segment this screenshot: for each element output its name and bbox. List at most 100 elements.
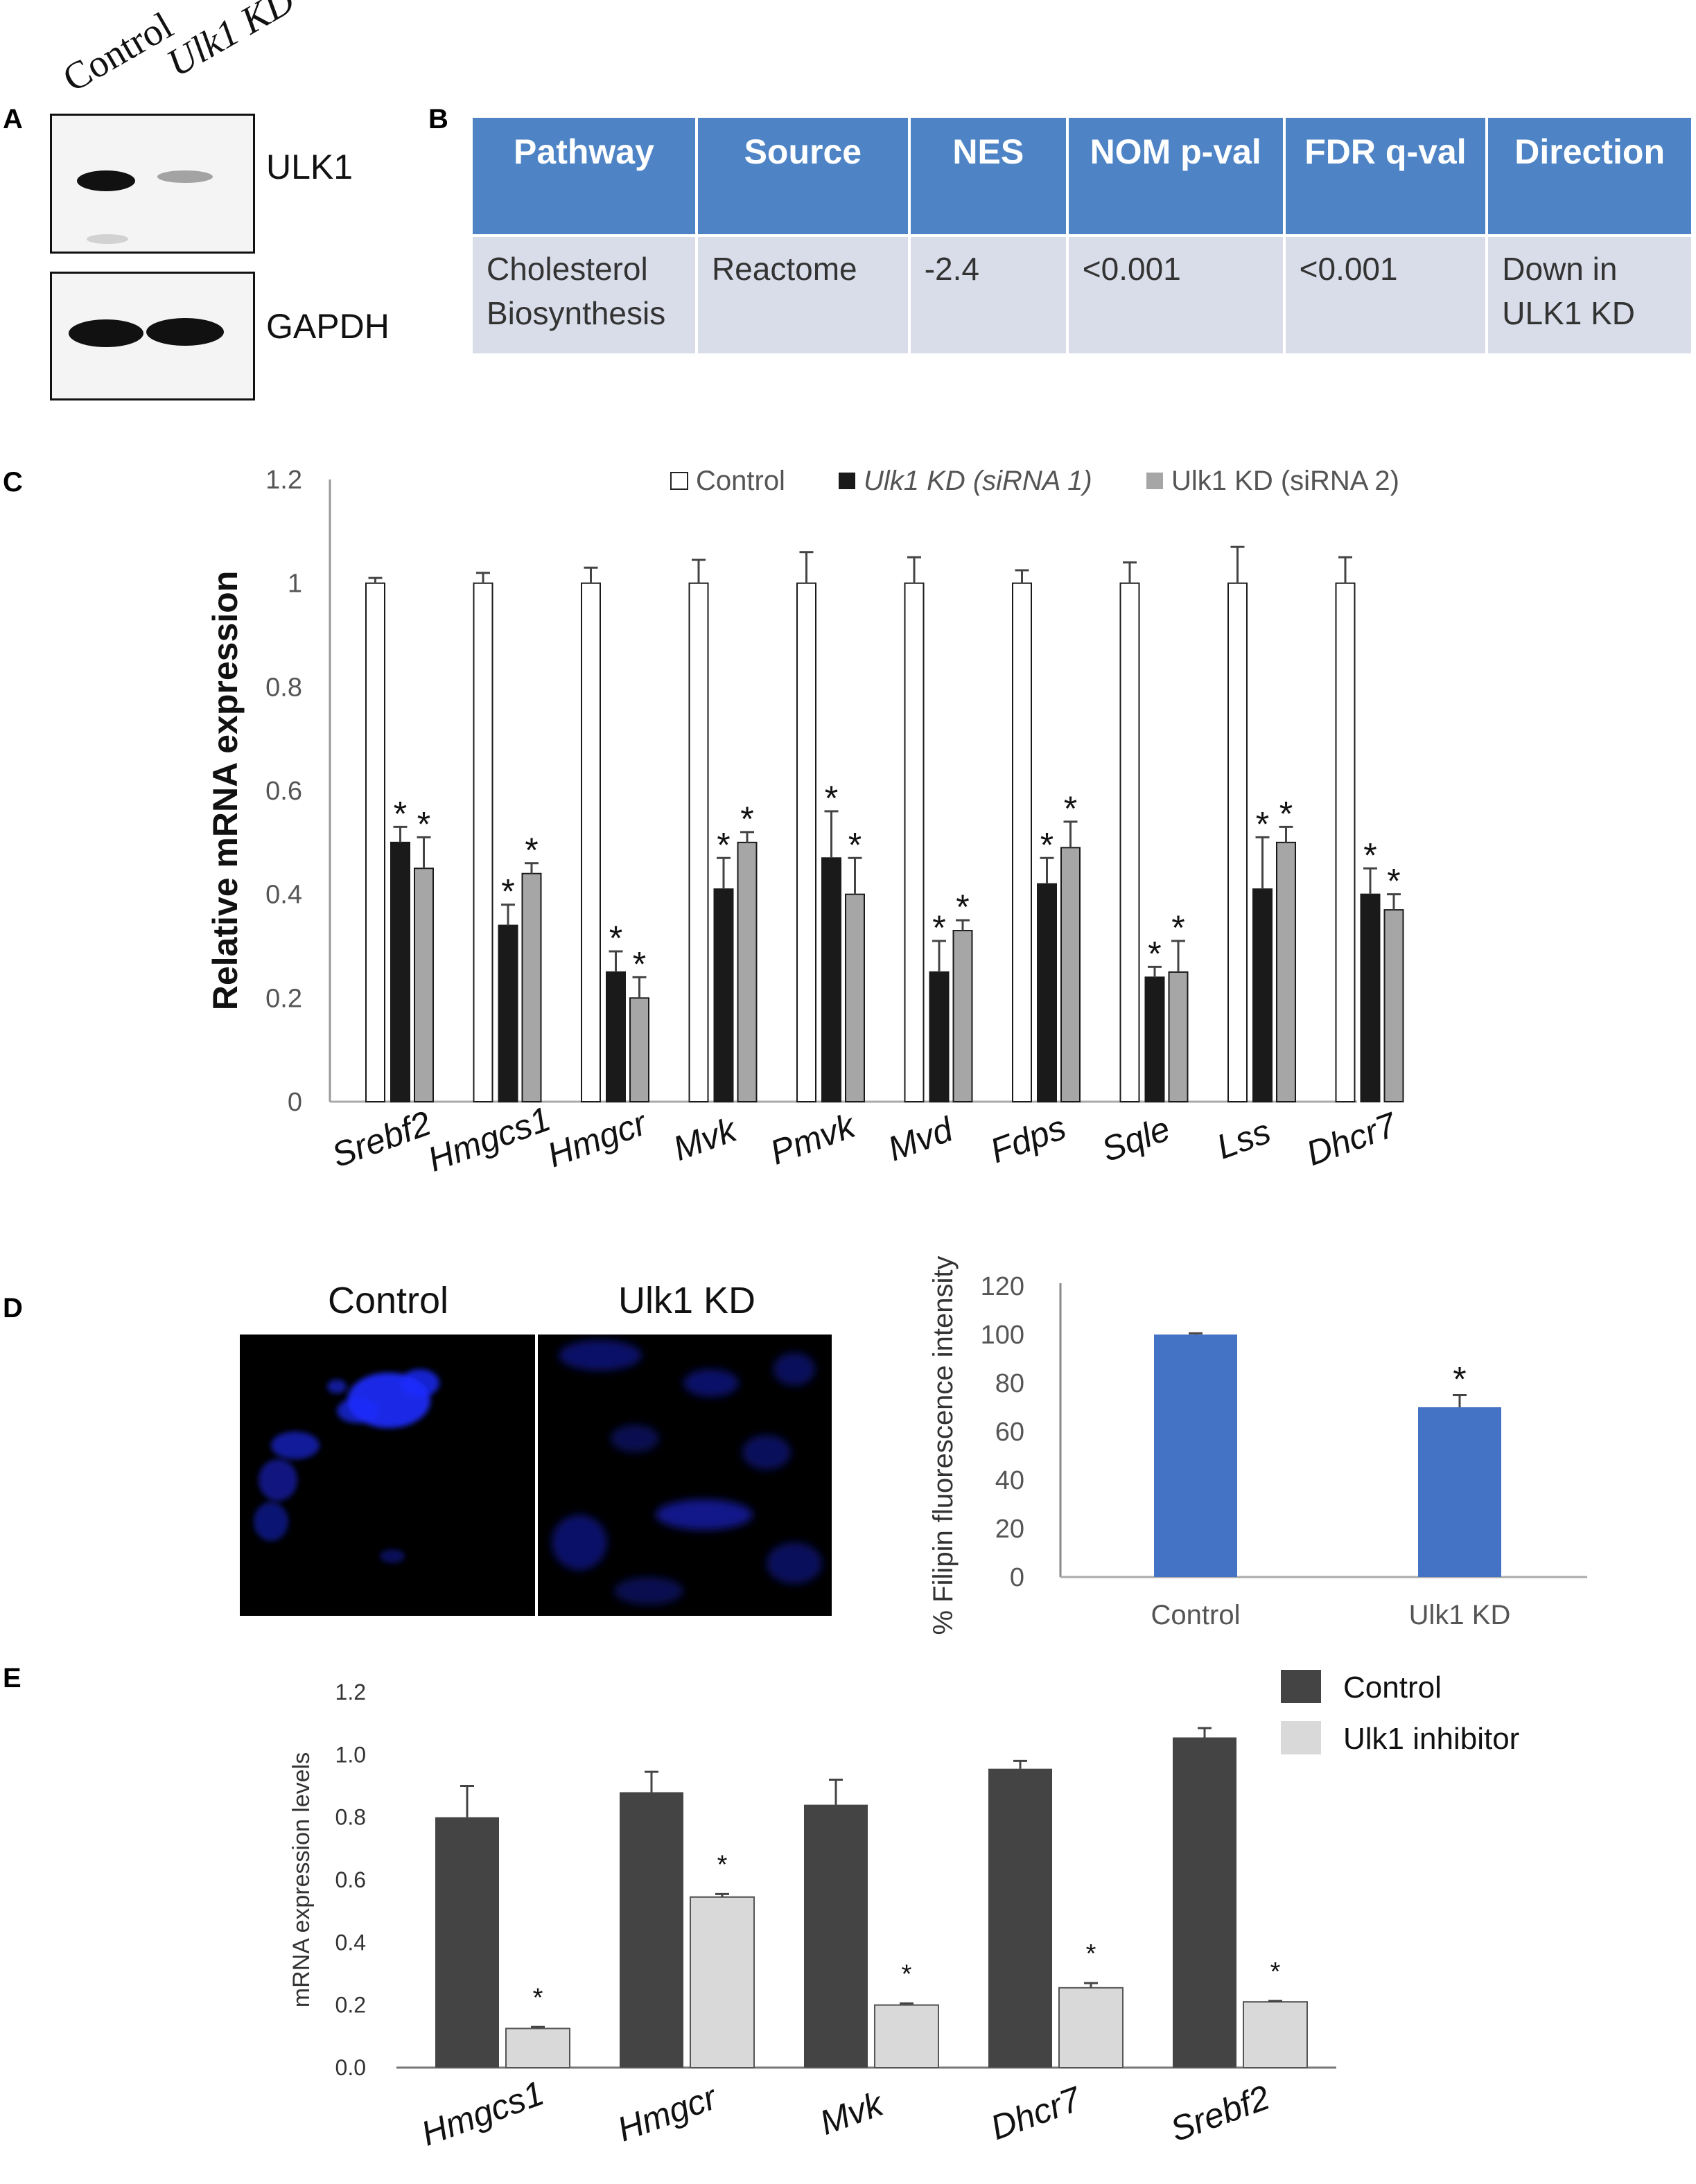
legend-label: Ulk1 KD (siRNA 2) — [1171, 466, 1399, 496]
significance-star: * — [717, 1850, 728, 1879]
significance-star: * — [1387, 862, 1400, 901]
y-tick-label: 0 — [288, 1088, 302, 1117]
significance-star: * — [633, 944, 646, 983]
ulk1-band-control — [77, 170, 135, 191]
bar-mvk-sirna2 — [737, 841, 758, 1102]
x-tick-label: Dhcr7 — [986, 2079, 1087, 2147]
header-direction: Direction — [1488, 118, 1691, 234]
header-nom-pval: NOM p-val — [1068, 118, 1283, 234]
micro-title-control: Control — [327, 1280, 449, 1321]
x-tick-label: Pmvk — [765, 1105, 862, 1172]
bar-srebf2-control — [365, 582, 385, 1102]
gapdh-blot-label: GAPDH — [266, 307, 390, 346]
bar-hmgcr-inhibitor — [690, 1896, 755, 2069]
y-tick-label: 0.8 — [335, 1805, 366, 1830]
cell-source: Reactome — [697, 237, 908, 353]
y-tick-label: 0 — [1010, 1563, 1024, 1592]
legend-swatch-1 — [1281, 1721, 1321, 1754]
bar-hmgcr-sirna1 — [606, 971, 626, 1103]
panel-c-chart: 0 0.2 0.4 0.6 0.8 1 1.2 Relative mRNA expressio… — [206, 466, 1404, 1179]
y-tick-label: 0.0 — [335, 2055, 366, 2080]
bar-lss-sirna2 — [1276, 841, 1296, 1102]
bar-sqle-sirna1 — [1144, 976, 1165, 1103]
significance-star: * — [740, 800, 753, 838]
gapdh-band-ulk1-kd — [146, 318, 224, 346]
x-tick-label: Hmgcs1 — [423, 1099, 555, 1179]
bar-mvk-inhibitor — [874, 2004, 939, 2069]
bar-hmgcr-control — [620, 1792, 683, 2068]
significance-star: * — [1086, 1939, 1096, 1969]
bar-srebf2-sirna1 — [390, 841, 410, 1102]
panel-d-chart: 0 20 40 60 80 100 120 % Filipin fluorescence in… — [928, 1256, 1587, 1635]
legend-swatch-1 — [839, 473, 855, 489]
bar-mvd-sirna1 — [929, 971, 950, 1103]
panel-letter-e: E — [3, 1663, 21, 1693]
cell-fdr-qval: <0.001 — [1285, 237, 1486, 353]
ulk1-blot — [50, 114, 255, 254]
significance-star: * — [717, 825, 730, 864]
bar-sqle-sirna2 — [1168, 971, 1189, 1103]
y-tick-label: 1.0 — [335, 1742, 366, 1767]
y-tick-label: 0.8 — [265, 673, 302, 702]
legend-label: Control — [1343, 1671, 1442, 1705]
significance-star: * — [932, 908, 945, 947]
y-tick-label: 1 — [288, 570, 302, 599]
significance-star: * — [533, 1983, 543, 2012]
significance-star: * — [394, 794, 407, 833]
significance-star: * — [501, 872, 514, 911]
bar-lss-control — [1227, 582, 1248, 1102]
significance-star: * — [1148, 934, 1161, 973]
y-tick-label: 20 — [995, 1515, 1024, 1544]
bar-hmgcs1-control — [473, 582, 493, 1102]
bar-sqle-control — [1119, 582, 1140, 1102]
significance-star: * — [902, 1960, 912, 1989]
bar-srebf2-sirna2 — [414, 868, 434, 1102]
bar-lss-sirna1 — [1252, 888, 1273, 1103]
x-tick-label: Control — [1151, 1600, 1241, 1630]
bar-hmgcr-sirna2 — [629, 997, 649, 1102]
gapdh-bands — [69, 318, 224, 347]
y-tick-label: 80 — [995, 1369, 1024, 1398]
legend-swatch-0 — [1281, 1670, 1321, 1703]
y-tick-label: 120 — [981, 1272, 1024, 1301]
significance-star: * — [1171, 908, 1184, 947]
gapdh-blot — [50, 272, 255, 400]
y-tick-label: 1.2 — [335, 1680, 366, 1705]
gapdh-band-control — [69, 319, 143, 347]
legend-swatch-2 — [1146, 473, 1163, 489]
cell-pathway: Cholesterol Biosynthesis — [473, 237, 695, 353]
bar-ulk1-kd — [1418, 1407, 1501, 1577]
significance-star: * — [1040, 825, 1054, 864]
y-tick-label: 1.2 — [265, 466, 302, 495]
legend-label: Ulk1 KD (siRNA 1) — [864, 466, 1092, 496]
bar-fdps-control — [1012, 582, 1032, 1102]
bar-dhcr7-control — [988, 1768, 1052, 2068]
x-tick-label: Dhcr7 — [1301, 1104, 1403, 1173]
filipin-stain-control — [254, 1369, 439, 1563]
cell-direction: Down in ULK1 KD — [1488, 237, 1691, 353]
bar-hmgcs1-sirna1 — [498, 924, 518, 1102]
x-tick-label: Ulk1 KD — [1409, 1600, 1511, 1630]
ulk1-blot-label: ULK1 — [266, 148, 353, 186]
significance-star: * — [609, 919, 622, 958]
bar-dhcr7-inhibitor — [1058, 1987, 1124, 2069]
x-tick-label: Lss — [1212, 1111, 1275, 1166]
panel-letter-a: A — [3, 104, 23, 134]
x-tick-label: Mvk — [815, 2084, 890, 2142]
x-tick-label: Mvk — [668, 1109, 743, 1168]
table-row: Cholesterol Biosynthesis Reactome -2.4 <… — [473, 237, 1691, 353]
legend-label: Ulk1 inhibitor — [1343, 1722, 1519, 1756]
significance-star: * — [1453, 1360, 1466, 1399]
bar-control — [1154, 1335, 1237, 1577]
bar-pmvk-sirna2 — [845, 893, 865, 1103]
significance-star: * — [1279, 794, 1293, 833]
bar-srebf2-control — [1173, 1737, 1236, 2068]
cell-nom-pval: <0.001 — [1068, 237, 1283, 353]
x-tick-label: Hmgcr — [542, 1103, 653, 1175]
bar-dhcr7-sirna1 — [1360, 893, 1381, 1103]
y-tick-label: 0.2 — [265, 984, 302, 1013]
significance-star: * — [1064, 789, 1077, 828]
significance-star: * — [1363, 836, 1376, 874]
x-tick-label: Mvd — [883, 1109, 959, 1169]
bar-hmgcs1-sirna2 — [521, 872, 542, 1102]
